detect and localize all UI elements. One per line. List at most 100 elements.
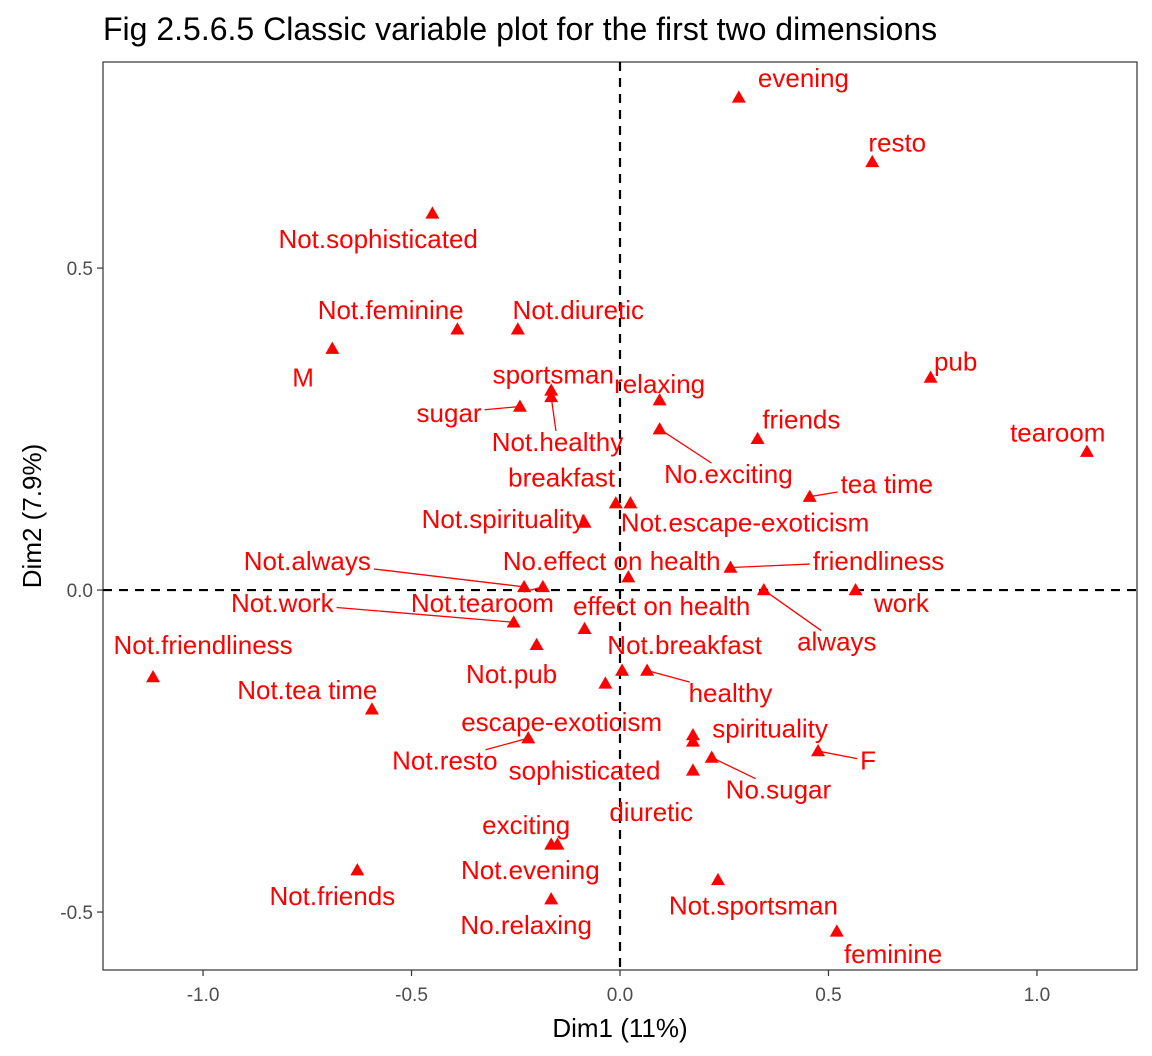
point-label: Not.tea time — [237, 675, 377, 705]
data-point — [802, 489, 817, 502]
point-label: Not.spirituality — [422, 504, 585, 534]
x-axis: -1.0 -0.5 0.0 0.5 1.0 — [187, 970, 1050, 1006]
data-point — [623, 496, 638, 509]
point-label: friendliness — [813, 546, 945, 576]
data-point — [685, 734, 700, 747]
point-label: spirituality — [712, 714, 828, 744]
data-point — [608, 496, 623, 509]
data-point — [756, 583, 771, 596]
point-label: Not.work — [231, 588, 335, 618]
data-point — [750, 431, 765, 444]
data-point — [685, 763, 700, 776]
data-point — [598, 676, 613, 689]
point-label: evening — [758, 63, 849, 93]
point-label: always — [797, 627, 876, 657]
point-label: healthy — [689, 678, 773, 708]
point-label: Not.friendliness — [113, 630, 292, 660]
label-connector — [484, 405, 520, 411]
data-point — [506, 615, 521, 628]
y-axis-title: Dim2 (7.9%) — [17, 444, 47, 588]
point-label: Not.escape-exoticism — [621, 507, 870, 537]
data-point — [640, 663, 655, 676]
data-point — [350, 863, 365, 876]
x-tick-label: 0.5 — [815, 985, 841, 1006]
point-label: diuretic — [609, 797, 693, 827]
label-connector — [763, 589, 822, 632]
point-label: No.exciting — [664, 459, 793, 489]
label-connector — [550, 396, 557, 432]
data-point — [685, 727, 700, 741]
data-point — [848, 583, 863, 596]
data-point — [550, 837, 565, 850]
y-tick-label: 0.0 — [67, 581, 93, 602]
point-label: Not.friends — [269, 881, 395, 911]
label-connector — [659, 428, 712, 464]
data-point — [865, 154, 880, 168]
label-connector — [373, 568, 525, 588]
point-label: Not.evening — [461, 855, 600, 885]
data-point — [621, 570, 636, 583]
data-point — [811, 744, 826, 757]
data-point — [1079, 444, 1094, 457]
data-point — [923, 370, 938, 383]
point-labels: evening resto Not.sophisticated Not.feminin… — [113, 63, 1105, 969]
point-label: sugar — [417, 398, 482, 428]
point-label: No.relaxing — [460, 910, 592, 940]
point-label: breakfast — [508, 462, 616, 492]
data-point — [723, 560, 738, 573]
point-label: No.sugar — [726, 775, 832, 805]
data-point — [529, 637, 544, 651]
data-point — [512, 399, 527, 412]
data-point — [544, 389, 559, 403]
label-connector — [485, 737, 529, 751]
data-point — [535, 579, 550, 593]
data-point — [450, 322, 465, 335]
point-label: relaxing — [614, 369, 705, 399]
point-label: effect on health — [573, 591, 750, 621]
x-tick-label: -1.0 — [187, 985, 220, 1006]
point-label: M — [292, 363, 314, 393]
label-connector — [817, 750, 858, 760]
point-label: Not.feminine — [318, 295, 464, 325]
label-connector — [336, 606, 514, 623]
reference-lines — [103, 62, 1137, 970]
point-label: Not.healthy — [492, 427, 624, 457]
chart-title: Fig 2.5.6.5 Classic variable plot for th… — [103, 11, 937, 47]
label-connector — [730, 563, 810, 569]
y-tick-label: 0.5 — [67, 259, 93, 280]
point-label: Not.always — [244, 546, 371, 576]
y-axis: -0.5 0.0 0.5 — [60, 259, 103, 924]
data-point — [829, 924, 844, 937]
label-connector — [646, 669, 690, 683]
point-label: sophisticated — [509, 755, 661, 785]
point-label: sportsman — [493, 359, 614, 389]
data-point — [544, 892, 559, 905]
data-point — [364, 702, 379, 715]
point-label: pub — [934, 346, 977, 376]
data-point — [652, 393, 667, 406]
label-connector — [809, 491, 838, 498]
data-point — [704, 750, 719, 763]
point-label: Not.resto — [392, 746, 498, 776]
data-point — [325, 341, 340, 354]
data-point — [710, 872, 725, 886]
point-label: work — [873, 588, 930, 618]
point-label: escape-exoticism — [461, 707, 662, 737]
data-point — [521, 731, 536, 744]
data-point — [517, 579, 532, 593]
data-point — [652, 422, 667, 435]
data-point — [615, 663, 630, 676]
point-label: Not.pub — [466, 659, 557, 689]
data-point — [577, 621, 592, 634]
point-label: F — [860, 746, 876, 776]
data-point — [577, 515, 592, 528]
x-axis-title: Dim1 (11%) — [552, 1013, 687, 1043]
x-tick-label: -0.5 — [395, 985, 428, 1006]
point-label: friends — [762, 404, 840, 434]
point-label: exciting — [482, 810, 570, 840]
x-tick-label: 0.0 — [607, 985, 633, 1006]
point-label: Not.diuretic — [513, 295, 645, 325]
data-point — [146, 669, 161, 683]
x-tick-label: 1.0 — [1024, 985, 1050, 1006]
